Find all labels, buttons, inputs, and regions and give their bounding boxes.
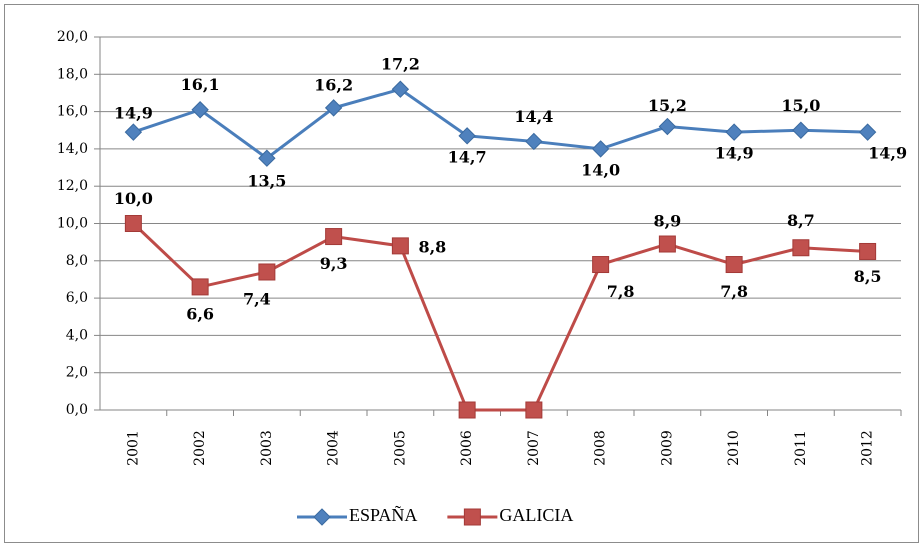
data-label: 13,5: [247, 172, 286, 191]
point: [191, 278, 209, 296]
point: [792, 121, 810, 139]
x-tick-label: 2010: [726, 430, 742, 466]
data-label: 8,5: [854, 267, 882, 286]
data-label: 7,8: [607, 282, 635, 301]
legend-label: GALICIA: [499, 505, 573, 525]
data-label: 7,4: [243, 289, 271, 308]
x-tick-label: 2005: [392, 430, 408, 466]
x-tick-label: 2012: [860, 430, 876, 466]
point: [725, 256, 743, 274]
point: [324, 99, 343, 117]
point: [458, 127, 476, 145]
series-line: [132, 222, 868, 412]
point: [124, 123, 143, 141]
point: [391, 80, 410, 98]
data-label: 17,2: [381, 55, 420, 74]
data-label: 8,9: [653, 212, 681, 231]
point: [658, 117, 677, 136]
x-tick-label: 2011: [793, 430, 809, 466]
point: [591, 140, 610, 158]
y-tick-label: 14,0: [57, 141, 88, 157]
x-tick-label: 2004: [326, 430, 342, 466]
y-tick-label: 16,0: [57, 104, 88, 120]
chart-frame: [4, 4, 919, 543]
point: [191, 101, 209, 119]
point: [525, 132, 543, 151]
point: [859, 242, 877, 260]
y-tick-label: 18,0: [57, 66, 88, 82]
x-tick-label: 2008: [593, 430, 609, 466]
point: [258, 149, 276, 167]
x-tick-label: 2003: [259, 430, 275, 466]
legend-marker: [313, 508, 331, 526]
x-tick-label: 2009: [659, 430, 675, 466]
y-tick-label: 8,0: [66, 253, 88, 269]
data-label: 8,8: [418, 237, 446, 256]
data-label: 8,7: [787, 211, 815, 230]
point: [325, 228, 343, 246]
data-label: 9,3: [320, 254, 348, 273]
data-label: 14,7: [448, 147, 487, 166]
y-tick-label: 2,0: [66, 365, 88, 381]
point: [391, 237, 409, 255]
point: [658, 235, 676, 253]
data-label: 6,6: [186, 304, 214, 323]
data-label: 10,0: [114, 189, 153, 208]
point: [258, 263, 276, 281]
data-label: 16,2: [314, 75, 353, 94]
point: [725, 123, 743, 141]
data-label: 15,2: [648, 96, 687, 115]
data-label: 15,0: [781, 96, 820, 115]
point: [592, 256, 610, 274]
x-tick-label: 2002: [192, 430, 208, 466]
y-tick-label: 12,0: [57, 178, 88, 194]
point: [792, 239, 810, 257]
legend-label: ESPAÑA: [349, 504, 417, 525]
y-tick-label: 4,0: [66, 327, 88, 343]
y-tick-label: 0,0: [66, 402, 88, 418]
data-label: 14,4: [514, 107, 553, 126]
y-tick-label: 20,0: [57, 29, 88, 45]
data-label: 16,1: [181, 75, 220, 94]
point: [458, 401, 476, 419]
data-label: 7,8: [720, 282, 748, 301]
y-tick-label: 6,0: [66, 290, 88, 306]
x-tick-label: 2006: [459, 430, 475, 466]
data-label: 14,9: [114, 104, 153, 123]
data-label: 14,9: [868, 144, 907, 163]
data-label: 14,9: [715, 144, 754, 163]
data-label: 14,0: [581, 160, 620, 179]
point: [858, 123, 877, 141]
y-tick-label: 10,0: [57, 216, 88, 232]
point: [124, 215, 142, 232]
x-tick-label: 2007: [526, 430, 542, 466]
point: [525, 401, 543, 419]
legend-marker: [463, 508, 481, 526]
series-line: [132, 87, 868, 161]
x-tick-label: 2001: [125, 430, 141, 466]
